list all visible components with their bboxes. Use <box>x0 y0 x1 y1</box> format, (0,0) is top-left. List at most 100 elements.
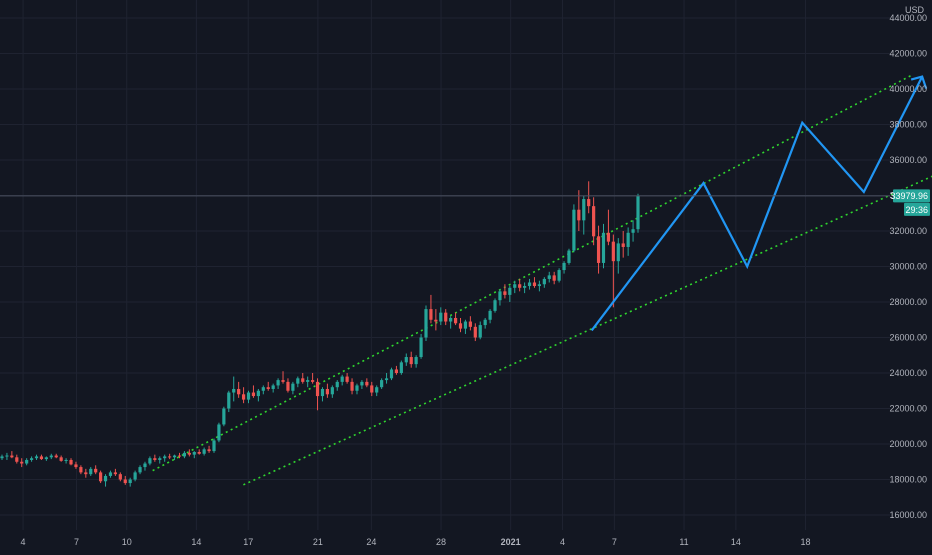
candle-body <box>54 455 58 458</box>
candle-body <box>429 309 433 320</box>
time-tick-label: 10 <box>122 537 132 547</box>
countdown-badge <box>904 202 930 216</box>
projection-zigzag <box>590 76 924 332</box>
candle-body <box>542 278 546 285</box>
candle-body <box>532 282 537 287</box>
candle-body <box>468 321 472 327</box>
candle-body <box>182 452 187 457</box>
candle-body <box>148 458 152 464</box>
candle-body <box>133 472 137 480</box>
candle-body <box>192 451 196 455</box>
candle-body <box>389 369 394 379</box>
candle-body <box>237 388 241 395</box>
candle-body <box>172 455 177 458</box>
price-tick-label: 44000.00 <box>889 13 927 23</box>
candle-body <box>64 459 68 461</box>
candle-body <box>123 479 127 484</box>
projection-path[interactable] <box>590 75 928 332</box>
time-tick-label: 14 <box>191 537 201 547</box>
candle-body <box>552 275 556 281</box>
candle-body <box>296 378 300 384</box>
candle-body <box>596 236 601 263</box>
last-price-label: 33979.96 <box>890 191 928 201</box>
candle-body <box>621 243 625 247</box>
candle-body <box>365 381 369 386</box>
candle-body <box>286 381 290 391</box>
time-tick-label: 24 <box>366 537 376 547</box>
candle-body <box>113 472 117 475</box>
candle-body <box>158 458 162 460</box>
time-tick-label: 7 <box>74 537 79 547</box>
price-tick-label: 36000.00 <box>889 155 927 165</box>
candle-body <box>493 300 497 311</box>
candle-body <box>69 459 73 465</box>
candle-body <box>601 232 606 263</box>
candle-body <box>49 455 53 458</box>
candle-body <box>572 209 576 251</box>
candle-body <box>523 286 527 288</box>
candle-body <box>94 468 98 473</box>
time-tick-label: 7 <box>612 537 617 547</box>
price-tick-label: 24000.00 <box>889 368 927 378</box>
candle-body <box>15 457 19 462</box>
candle-body <box>330 387 334 395</box>
time-tick-label: 11 <box>679 537 688 547</box>
candle-body <box>636 195 640 230</box>
candle-body <box>118 474 122 480</box>
candle-body <box>197 451 201 454</box>
candle-body <box>241 394 246 400</box>
candle-body <box>217 424 221 441</box>
candle-body <box>103 475 108 482</box>
candle-body <box>335 381 339 388</box>
candle-body <box>631 229 635 233</box>
candle-body <box>380 380 384 388</box>
candle-body <box>626 232 630 247</box>
candle-body <box>168 456 172 458</box>
price-tick-label: 30000.00 <box>889 262 927 272</box>
candle-body <box>202 449 206 454</box>
candle-body <box>562 262 566 271</box>
candle-body <box>444 312 448 322</box>
candle-body <box>473 326 477 338</box>
time-tick-label: 2021 <box>501 537 521 547</box>
candle-body <box>291 383 295 391</box>
candle-body <box>0 456 4 459</box>
candle-body <box>222 408 226 425</box>
candle-body <box>20 461 24 464</box>
candle-body <box>527 282 532 287</box>
candle-body <box>276 380 280 386</box>
candle-body <box>153 458 157 460</box>
trend-channel[interactable] <box>152 74 932 486</box>
candle-body <box>587 199 591 207</box>
candle-body <box>311 380 315 382</box>
candle-body <box>503 291 507 295</box>
candle-body <box>108 472 113 476</box>
candle-body <box>187 452 191 455</box>
candle-body <box>246 392 251 400</box>
candle-body <box>320 388 325 397</box>
price-tick-label: 28000.00 <box>889 297 927 307</box>
candle-body <box>360 381 364 386</box>
candle-body <box>10 455 14 458</box>
candle-body <box>177 455 182 457</box>
axes: 16000.00 18000.00 20000.00 22000.00 24000.00… <box>21 13 930 547</box>
candle-body <box>261 387 265 391</box>
candle-body <box>409 357 413 365</box>
candle-body <box>518 284 522 288</box>
candle-body <box>449 317 453 322</box>
candle-body <box>251 392 256 397</box>
candle-body <box>458 323 463 329</box>
candle-body <box>281 380 285 382</box>
currency-label[interactable]: USD <box>905 5 925 15</box>
candle-body <box>394 369 399 373</box>
candle-body <box>39 456 44 460</box>
candle-body <box>34 456 39 459</box>
candle-body <box>513 284 517 288</box>
candle-body <box>463 321 468 329</box>
candle-body <box>483 319 487 326</box>
price-tick-label: 42000.00 <box>889 49 927 59</box>
candle-body <box>315 381 320 397</box>
time-tick-label: 14 <box>731 537 741 547</box>
